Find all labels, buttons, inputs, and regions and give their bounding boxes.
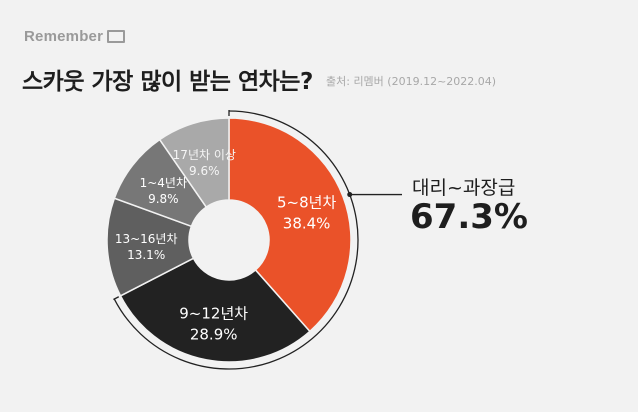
slice-label-2: 9~12년차 <box>179 305 248 323</box>
slice-value-5: 9.6% <box>189 164 220 178</box>
brand-box-icon <box>107 30 126 43</box>
callout-leader-dot <box>347 192 353 198</box>
slice-label-1: 5~8년차 <box>277 194 336 212</box>
donut-slice-2 <box>119 257 311 363</box>
slice-label-5: 17년차 이상 <box>173 148 236 162</box>
slice-label-4: 1~4년차 <box>140 176 187 190</box>
slice-label-3: 13~16년차 <box>115 232 178 246</box>
slice-value-3: 13.1% <box>127 248 165 262</box>
brand-name: Remember <box>24 28 104 45</box>
callout-label: 대리~과장급 <box>412 177 516 199</box>
bracket-tick-2 <box>113 296 120 301</box>
callout-value: 67.3% <box>410 197 528 237</box>
slice-value-2: 28.9% <box>190 326 238 344</box>
slice-value-1: 38.4% <box>283 215 331 233</box>
brand-logo: Remember <box>24 28 126 45</box>
chart-title: 스카웃 가장 많이 받는 연차는? <box>22 69 313 95</box>
chart-source: 출처: 리멤버 (2019.12~2022.04) <box>326 75 497 88</box>
donut-slice-5 <box>158 117 230 209</box>
slice-value-4: 9.8% <box>148 192 179 206</box>
highlight-bracket-arc <box>113 110 359 370</box>
donut-slice-1 <box>228 117 352 333</box>
